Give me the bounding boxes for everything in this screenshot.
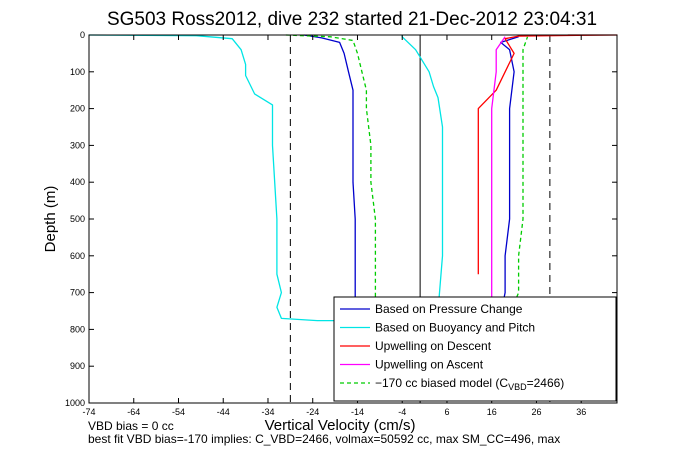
y-tick-label: 800	[70, 324, 85, 334]
x-tick-label: -64	[127, 407, 140, 417]
chart-title: SG503 Ross2012, dive 232 started 21-Dec-…	[107, 9, 597, 30]
series-line-4	[491, 36, 506, 322]
y-tick-label: 900	[70, 361, 85, 371]
x-tick-label: 6	[444, 407, 449, 417]
y-tick-label: 500	[70, 214, 85, 224]
y-tick-label: 0	[80, 30, 85, 40]
y-tick-label: 700	[70, 288, 85, 298]
legend-label-5: −170 cc biased model (CVBD=2466)	[375, 376, 564, 392]
x-tick-label: -4	[398, 407, 406, 417]
x-tick-label: 36	[576, 407, 586, 417]
y-tick-label: 1000	[65, 398, 85, 408]
y-tick-label: 600	[70, 251, 85, 261]
y-axis-label: Depth (m)	[42, 186, 59, 253]
series-line-2	[88, 34, 444, 322]
legend-label-3: Upwelling on Descent	[375, 339, 492, 353]
best-fit-note: best fit VBD bias=-170 implies: C_VBD=24…	[88, 432, 561, 446]
y-tick-label: 400	[70, 177, 85, 187]
x-tick-label: -44	[217, 407, 230, 417]
legend-label-1: Based on Pressure Change	[375, 302, 523, 316]
y-tick-label: 300	[70, 140, 85, 150]
legend: Based on Pressure Change Based on Buoyanc…	[333, 296, 617, 402]
series-line-5	[285, 34, 529, 316]
legend-label-4: Upwelling on Ascent	[375, 358, 484, 372]
x-tick-label: 26	[531, 407, 541, 417]
x-tick-label: -74	[82, 407, 95, 417]
y-tick-label: 100	[70, 67, 85, 77]
x-tick-label: -54	[172, 407, 185, 417]
x-tick-label: -14	[351, 407, 364, 417]
legend-label-2: Based on Buoyancy and Pitch	[375, 321, 535, 335]
x-tick-label: -34	[261, 407, 274, 417]
x-tick-label: 16	[487, 407, 497, 417]
x-axis: -74 -64 -54 -44 -34 -24 -14 -4 6 16 26 36	[82, 35, 586, 417]
y-tick-label: 200	[70, 104, 85, 114]
vbd-bias-note: VBD bias = 0 cc	[88, 419, 174, 433]
legend-box	[333, 296, 617, 402]
x-tick-label: -24	[306, 407, 319, 417]
x-axis-label: Vertical Velocity (cm/s)	[265, 417, 416, 434]
